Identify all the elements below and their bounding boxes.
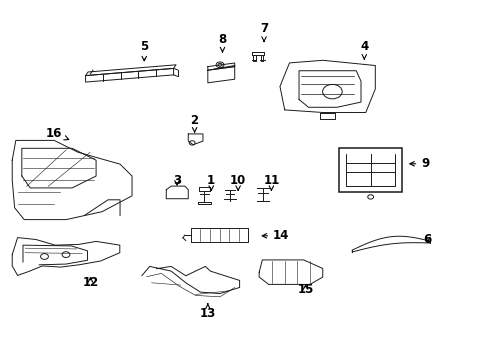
Text: 5: 5 [140,40,148,61]
Text: 2: 2 [190,114,198,133]
Text: 4: 4 [360,40,367,59]
Text: 11: 11 [263,174,279,190]
Text: 6: 6 [423,233,431,246]
Circle shape [367,195,373,199]
Text: 7: 7 [260,22,267,41]
Text: 13: 13 [199,304,216,320]
Bar [338,148,402,192]
Text: 8: 8 [218,33,226,52]
Text: 15: 15 [297,283,313,296]
Text: 12: 12 [82,276,99,289]
Text: 1: 1 [207,174,215,190]
Text: 3: 3 [173,174,181,186]
Text: 16: 16 [45,127,68,140]
Text: 9: 9 [409,157,428,170]
Text: 14: 14 [262,229,289,242]
Text: 10: 10 [229,174,246,190]
